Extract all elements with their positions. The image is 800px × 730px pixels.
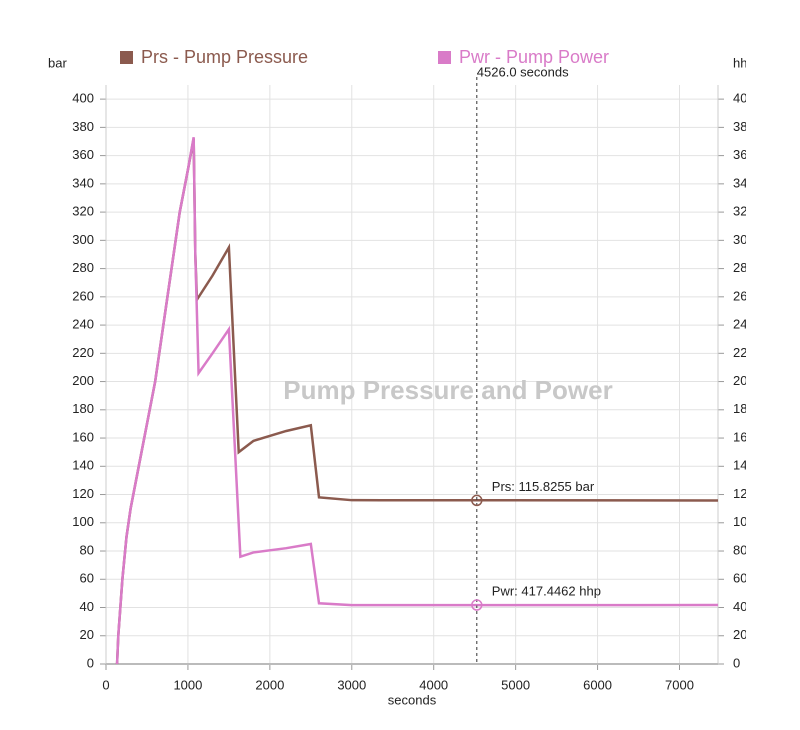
y2-tick-label: 3800 <box>733 119 762 134</box>
y2-tick-label: 600 <box>733 571 755 586</box>
y2-tick-label: 200 <box>733 627 755 642</box>
y2-tick-label: 2000 <box>733 373 762 388</box>
y-tick-label: 0 <box>87 655 94 670</box>
y-tick-label: 220 <box>72 345 94 360</box>
y-tick-label: 400 <box>72 91 94 106</box>
cursor-label: 4526.0 seconds <box>477 64 569 79</box>
y-tick-label: 40 <box>80 599 94 614</box>
legend-swatch <box>438 51 451 64</box>
legend: Prs - Pump Pressure Pwr - Pump Power <box>120 47 609 67</box>
y2-tick-label: 1800 <box>733 401 762 416</box>
y2-tick-label: 4000 <box>733 91 762 106</box>
y-tick-label: 100 <box>72 514 94 529</box>
legend-label: Pwr - Pump Power <box>459 47 609 67</box>
x-tick-label: 1000 <box>173 677 202 692</box>
y-tick-label: 240 <box>72 317 94 332</box>
y-tick-label: 320 <box>72 204 94 219</box>
y-tick-label: 280 <box>72 260 94 275</box>
y2-tick-label: 1200 <box>733 486 762 501</box>
y2-tick-label: 1000 <box>733 514 762 529</box>
y2-tick-label: 3200 <box>733 204 762 219</box>
annotation: Prs: 115.8255 bar <box>492 479 595 494</box>
y-tick-label: 260 <box>72 288 94 303</box>
y-tick-label: 60 <box>80 571 94 586</box>
y2-axis-label: hhp <box>733 55 755 70</box>
y-tick-label: 80 <box>80 542 94 557</box>
y-axis-label: bar <box>48 55 67 70</box>
y-tick-label: 200 <box>72 373 94 388</box>
x-tick-label: 6000 <box>583 677 612 692</box>
y2-tick-label: 800 <box>733 542 755 557</box>
y2-tick-label: 2200 <box>733 345 762 360</box>
x-tick-label: 4000 <box>419 677 448 692</box>
y2-tick-label: 400 <box>733 599 755 614</box>
y-tick-label: 380 <box>72 119 94 134</box>
x-tick-label: 0 <box>102 677 109 692</box>
y2-tick-label: 2600 <box>733 288 762 303</box>
y-tick-label: 120 <box>72 486 94 501</box>
legend-swatch <box>120 51 133 64</box>
y2-tick-label: 2800 <box>733 260 762 275</box>
y-tick-label: 140 <box>72 458 94 473</box>
chart-title: Pump Pressure and Power <box>283 375 612 405</box>
annotation: Pwr: 417.4462 hhp <box>492 583 601 598</box>
y2-tick-label: 1600 <box>733 429 762 444</box>
y2-tick-label: 0 <box>733 655 740 670</box>
grid: 0 20 40 60 80 100 120 140 160 180 200 220 240 260 280 3… <box>72 85 762 692</box>
plot: 4526.0 seconds Prs: 115.8255 bar Pwr: 417.… <box>115 64 719 665</box>
y-tick-label: 360 <box>72 147 94 162</box>
y-tick-label: 20 <box>80 627 94 642</box>
line <box>115 137 719 665</box>
y-tick-label: 160 <box>72 429 94 444</box>
y-tick-label: 340 <box>72 175 94 190</box>
x-axis-label: seconds <box>388 692 437 707</box>
y2-tick-label: 3600 <box>733 147 762 162</box>
legend-label: Prs - Pump Pressure <box>141 47 308 67</box>
x-tick-label: 5000 <box>501 677 530 692</box>
y-tick-label: 300 <box>72 232 94 247</box>
y2-tick-label: 3000 <box>733 232 762 247</box>
y2-tick-label: 3400 <box>733 175 762 190</box>
y2-tick-label: 2400 <box>733 317 762 332</box>
y2-tick-label: 1400 <box>733 458 762 473</box>
y-tick-label: 180 <box>72 401 94 416</box>
x-tick-label: 2000 <box>255 677 284 692</box>
x-tick-label: 7000 <box>665 677 694 692</box>
x-tick-label: 3000 <box>337 677 366 692</box>
